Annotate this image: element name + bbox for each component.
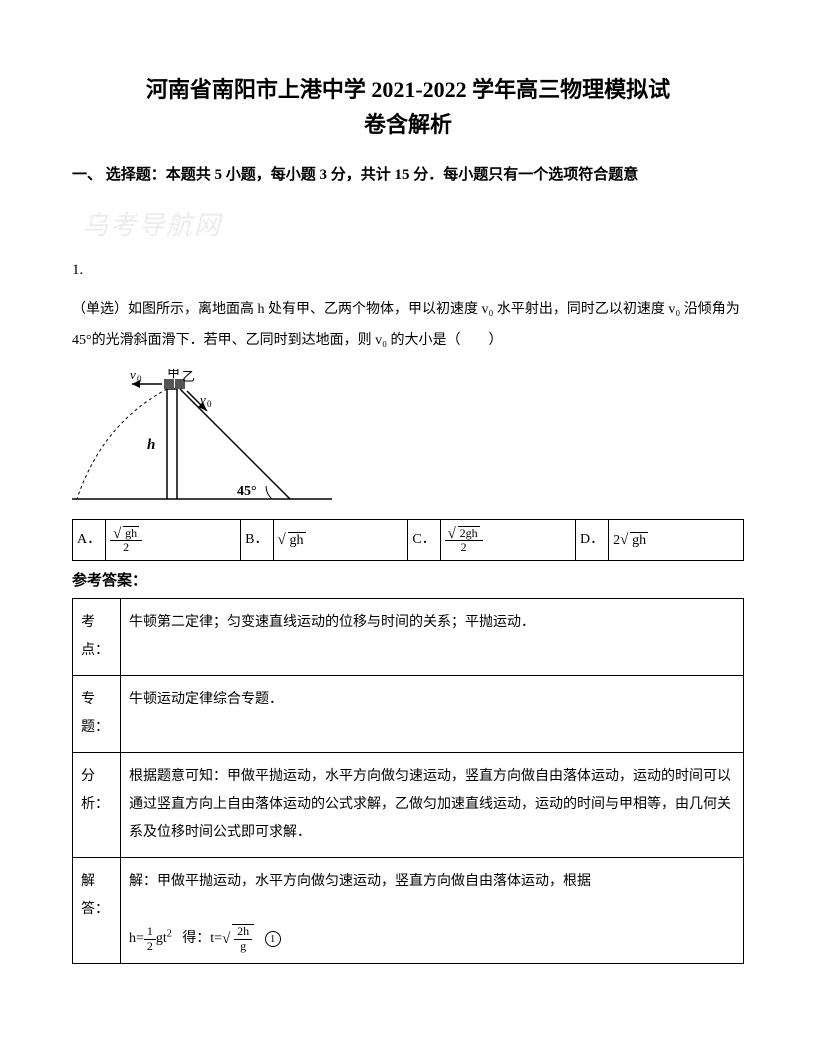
circled-number: 1: [265, 931, 281, 947]
kaodian-content: 牛顿第二定律；匀变速直线运动的位移与时间的关系；平抛运动．: [121, 599, 744, 676]
option-d-label: D．: [576, 519, 609, 560]
jieda-content: 解：甲做平抛运动，水平方向做匀速运动，竖直方向做自由落体运动，根据 h=12gt…: [121, 858, 744, 964]
options-row: A． gh2 B． gh C． 2gh2 D． 2gh: [73, 519, 744, 560]
question-text: （单选）如图所示，离地面高 h 处有甲、乙两个物体，甲以初速度 v₀ 水平射出，…: [72, 295, 744, 357]
title-line1: 河南省南阳市上港中学 2021-2022 学年高三物理模拟试: [146, 77, 670, 102]
svg-text:h: h: [147, 437, 155, 453]
option-d-content: 2gh: [609, 519, 744, 560]
jieda-text: 解：甲做平抛运动，水平方向做匀速运动，竖直方向做自由落体运动，根据: [129, 874, 591, 889]
svg-text:v: v: [200, 392, 206, 407]
question-number: 1.: [72, 262, 744, 279]
formula1-frac: 12: [144, 925, 156, 952]
option-b-content: gh: [273, 519, 408, 560]
formula-mid: 得：t=: [182, 931, 222, 946]
zhuanti-label: 专题：: [73, 676, 121, 753]
svg-text:v: v: [130, 369, 136, 382]
answer-label: 参考答案：: [72, 569, 744, 590]
option-b-label: B．: [241, 519, 273, 560]
svg-text:0: 0: [207, 399, 212, 409]
jieda-label: 解答：: [73, 858, 121, 964]
title-line2: 卷含解析: [364, 112, 452, 137]
svg-text:45°: 45°: [237, 484, 257, 499]
section-header: 一、 选择题：本题共 5 小题，每小题 3 分，共计 15 分．每小题只有一个选…: [72, 162, 744, 189]
physics-diagram: v 0 甲 乙 v 0 h 45°: [72, 369, 744, 509]
kaodian-row: 考点： 牛顿第二定律；匀变速直线运动的位移与时间的关系；平抛运动．: [73, 599, 744, 676]
watermark-text: 乌考导航网: [82, 205, 744, 242]
option-c-label: C．: [408, 519, 440, 560]
zhuanti-content: 牛顿运动定律综合专题．: [121, 676, 744, 753]
svg-text:乙: 乙: [182, 369, 195, 384]
fenxi-content: 根据题意可知：甲做平抛运动，水平方向做匀速运动，竖直方向做自由落体运动，运动的时…: [121, 753, 744, 858]
kaodian-label: 考点：: [73, 599, 121, 676]
formula-prefix: h=: [129, 931, 144, 946]
fenxi-label: 分析：: [73, 753, 121, 858]
option-c-content: 2gh2: [440, 519, 575, 560]
exam-title: 河南省南阳市上港中学 2021-2022 学年高三物理模拟试 卷含解析: [72, 72, 744, 142]
options-table: A． gh2 B． gh C． 2gh2 D． 2gh: [72, 519, 744, 561]
formula1-suffix: gt: [156, 931, 167, 946]
option-a-content: gh2: [106, 519, 241, 560]
option-a-label: A．: [73, 519, 106, 560]
formula1-sup: 2: [167, 929, 172, 940]
zhuanti-row: 专题： 牛顿运动定律综合专题．: [73, 676, 744, 753]
fenxi-row: 分析： 根据题意可知：甲做平抛运动，水平方向做匀速运动，竖直方向做自由落体运动，…: [73, 753, 744, 858]
analysis-table: 考点： 牛顿第二定律；匀变速直线运动的位移与时间的关系；平抛运动． 专题： 牛顿…: [72, 598, 744, 964]
svg-text:0: 0: [137, 374, 142, 384]
svg-text:甲: 甲: [167, 369, 180, 380]
formula2-sqrt: 2hg: [222, 924, 254, 953]
jieda-row: 解答： 解：甲做平抛运动，水平方向做匀速运动，竖直方向做自由落体运动，根据 h=…: [73, 858, 744, 964]
